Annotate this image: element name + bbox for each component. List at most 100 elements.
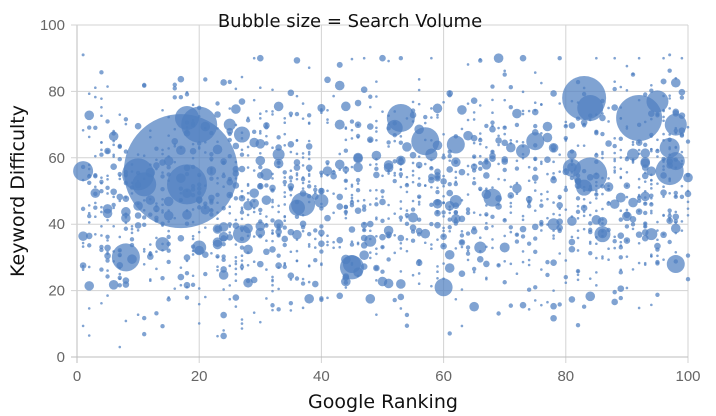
bubble-point <box>368 163 372 167</box>
bubble-point <box>447 92 452 98</box>
bubble-point <box>216 265 219 268</box>
bubble-point <box>134 212 142 219</box>
bubble-point <box>619 209 623 212</box>
bubble-point <box>106 250 109 254</box>
bubble-point <box>619 244 623 247</box>
bubble-point <box>637 56 641 60</box>
bubble-point <box>436 277 439 280</box>
bubble-point <box>521 260 525 264</box>
bubble-point <box>238 165 246 173</box>
bubble-point <box>383 278 394 289</box>
bubble-point <box>533 249 538 255</box>
bubble-point <box>106 269 109 272</box>
bubble-point <box>625 89 629 92</box>
bubble-point <box>405 215 409 219</box>
bubble-point <box>472 111 476 114</box>
bubble-point <box>375 80 378 83</box>
bubble-point <box>447 217 452 222</box>
bubble-point <box>215 101 220 106</box>
bubble-point <box>410 207 416 212</box>
bubble-point <box>540 199 543 202</box>
bubble-point <box>81 241 85 245</box>
bubble-point <box>380 269 385 274</box>
bubble-point <box>239 264 245 270</box>
bubble-point <box>233 126 250 143</box>
bubble-point <box>447 225 452 230</box>
bubble-point <box>526 287 532 292</box>
bubble-point <box>552 172 555 175</box>
bubble-point <box>594 153 599 158</box>
bubble-point <box>275 228 282 236</box>
bubble-point <box>305 143 313 150</box>
bubble-point <box>567 216 577 226</box>
bubble-point <box>411 199 415 203</box>
bubble-point <box>516 144 531 159</box>
bubble-point <box>271 232 274 235</box>
bubble-point <box>399 219 403 222</box>
bubble-point <box>269 246 276 253</box>
bubble-point <box>568 296 576 303</box>
bubble-point <box>664 113 687 136</box>
bubble-point <box>360 86 368 93</box>
bubble-point <box>674 250 678 254</box>
bubble-point <box>434 168 441 176</box>
bubble-point <box>485 221 488 225</box>
bubble-point <box>483 172 490 179</box>
bubble-point <box>619 148 623 152</box>
bubble-point <box>617 285 625 292</box>
bubble-point <box>259 117 262 120</box>
bubble-point <box>650 149 653 153</box>
bubble-point <box>293 164 301 171</box>
bubble-point <box>197 230 201 234</box>
bubble-point <box>680 150 684 154</box>
bubble-point <box>258 164 263 170</box>
bubble-point <box>668 53 672 57</box>
bubble-point <box>576 216 580 220</box>
bubble-point <box>387 217 390 220</box>
bubble-point <box>509 211 513 214</box>
bubble-point <box>481 160 492 170</box>
bubble-point <box>568 122 576 129</box>
bubble-point <box>650 84 653 87</box>
bubble-point <box>685 139 691 144</box>
bubble-point <box>415 259 423 267</box>
bubble-point <box>501 139 509 147</box>
bubble-point <box>631 140 635 144</box>
bubble-point <box>320 263 323 267</box>
bubble-point <box>673 194 678 199</box>
bubble-point <box>656 220 659 224</box>
bubble-point <box>393 234 397 237</box>
bubble-point <box>375 234 378 238</box>
bubble-point <box>344 138 348 142</box>
bubble-point <box>240 208 244 211</box>
bubble-point <box>601 192 604 196</box>
bubble-point <box>277 165 280 169</box>
bubble-point <box>519 54 527 62</box>
bubble-point <box>271 283 274 287</box>
bubble-point <box>527 263 531 267</box>
bubble-point <box>320 111 323 115</box>
bubble-point <box>375 162 378 166</box>
bubble-point <box>539 203 544 208</box>
bubble-point <box>252 235 256 238</box>
bubble-point <box>607 120 610 123</box>
bubble-point <box>112 155 115 158</box>
bubble-point <box>442 262 445 265</box>
bubble-point <box>416 217 422 222</box>
x-tick-label: 100 <box>675 368 700 385</box>
bubble-point <box>449 194 462 207</box>
bubble-point <box>320 173 323 176</box>
bubble-point <box>434 221 441 229</box>
bubble-point <box>417 200 421 204</box>
bubble-point <box>434 199 441 206</box>
bubble-point <box>434 174 441 182</box>
bubble-point <box>203 77 208 82</box>
bubble-point <box>563 135 568 141</box>
bubble-point <box>149 250 152 254</box>
bubble-point <box>360 221 368 229</box>
bubble-point <box>674 210 678 214</box>
bubble-point <box>375 138 378 142</box>
bubble-point <box>249 137 259 148</box>
bubble-point <box>650 182 653 186</box>
bubble-point <box>442 229 445 233</box>
